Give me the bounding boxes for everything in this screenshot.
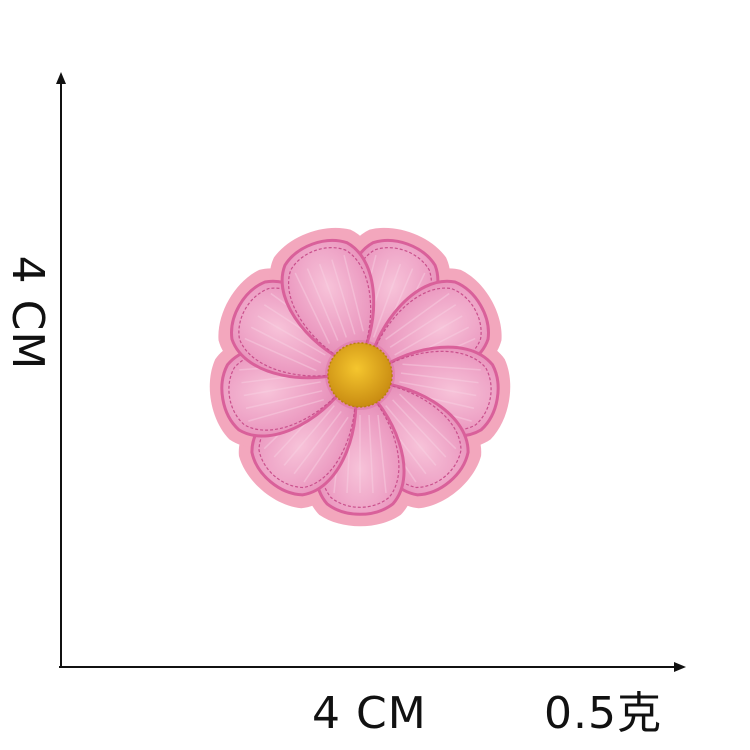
embroidered-petals — [220, 238, 500, 516]
width-axis — [59, 662, 686, 672]
width-axis-arrowhead-icon — [674, 662, 686, 672]
daisy-flower-patch-icon — [209, 227, 511, 527]
height-axis — [56, 72, 66, 668]
height-dimension-label: 4 CM — [2, 255, 53, 371]
petal — [280, 238, 376, 368]
height-axis-arrowhead-icon — [56, 72, 66, 84]
weight-label: 0.5克 — [544, 688, 662, 739]
width-dimension-label: 4 CM — [312, 688, 427, 739]
flower-center — [325, 340, 395, 410]
